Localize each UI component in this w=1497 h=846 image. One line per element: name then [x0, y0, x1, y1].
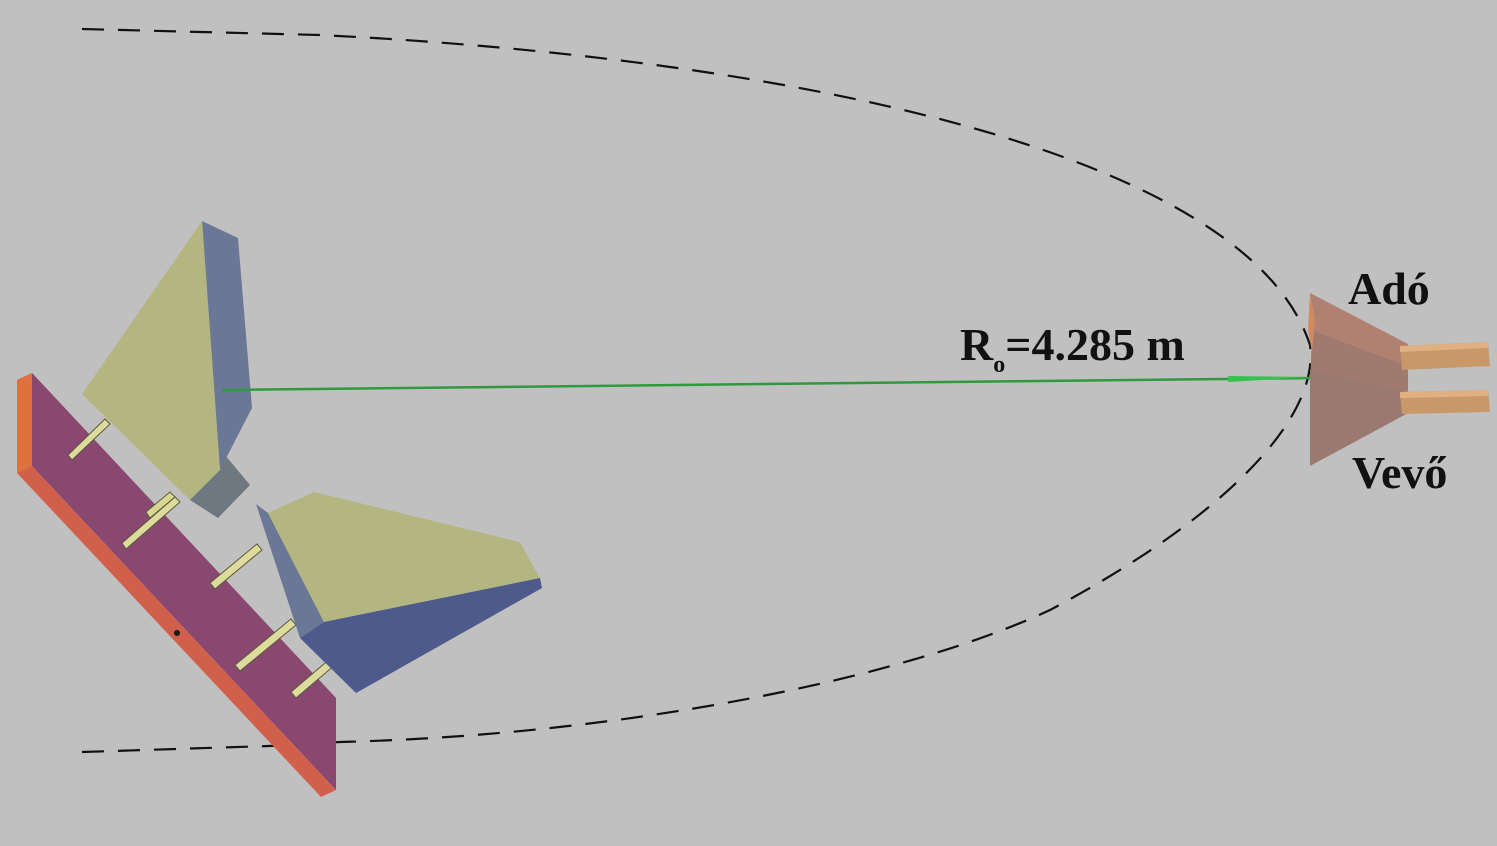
mount-screw — [174, 630, 180, 636]
transmitter-label: Adó — [1348, 263, 1430, 314]
dashed-arc-bottom-tail — [81, 743, 301, 754]
support-rods — [67, 418, 337, 699]
lower-reflector-horn — [256, 492, 542, 693]
dashed-arc-curve — [81, 27, 1312, 746]
receiver-label: Vevő — [1352, 447, 1448, 498]
beam-line — [221, 376, 1313, 392]
waveguides — [1400, 342, 1490, 414]
upper-reflector-horn — [82, 221, 252, 518]
beam-arrow-tip — [1228, 376, 1312, 382]
distance-value: =4.285 m — [1005, 319, 1185, 370]
distance-symbol: R — [960, 319, 994, 370]
tx-rx-horn-assembly — [1308, 293, 1410, 466]
distance-subscript: o — [993, 352, 1006, 378]
distance-label: Ro=4.285 m — [960, 319, 1185, 378]
